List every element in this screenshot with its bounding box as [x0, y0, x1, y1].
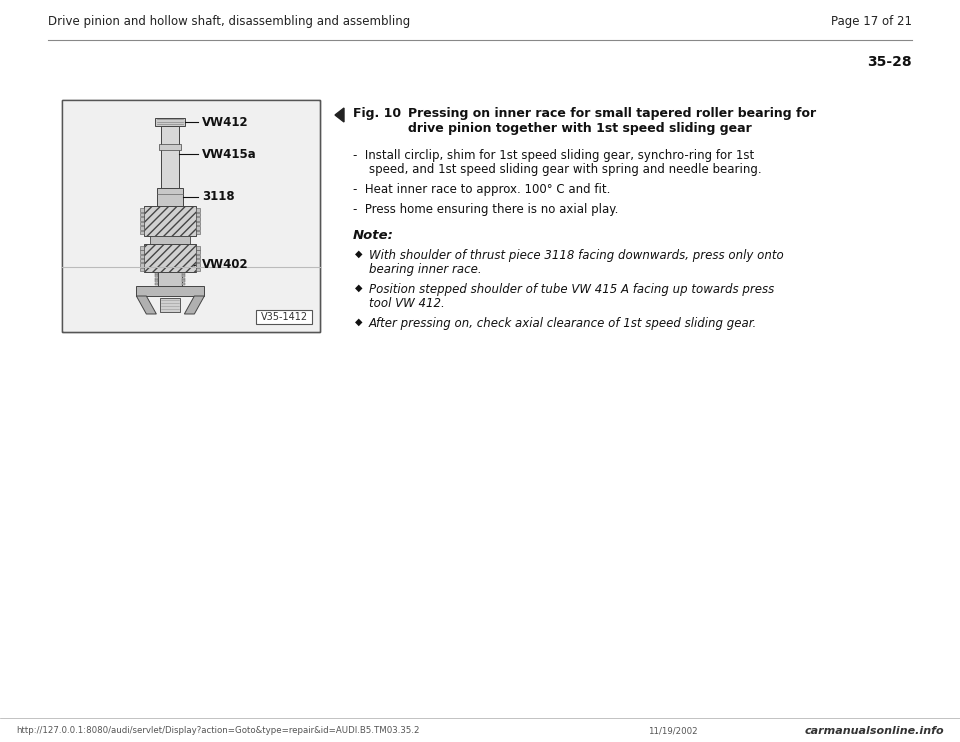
Text: V35-1412: V35-1412	[260, 312, 307, 322]
Bar	[197, 217, 201, 220]
Bar	[151, 236, 190, 244]
Bar	[182, 280, 185, 282]
Text: drive pinion together with 1st speed sliding gear: drive pinion together with 1st speed sli…	[408, 122, 752, 135]
Polygon shape	[335, 108, 344, 122]
Bar	[156, 280, 158, 282]
Bar	[140, 212, 144, 216]
Text: bearing inner race.: bearing inner race.	[369, 263, 482, 276]
Bar	[157, 188, 183, 206]
Text: VW412: VW412	[203, 116, 249, 128]
Bar	[158, 272, 182, 286]
Bar	[140, 250, 144, 254]
Bar	[140, 259, 144, 263]
Bar	[159, 144, 181, 150]
Bar	[140, 255, 144, 258]
Text: -  Heat inner race to approx. 100° C and fit.: - Heat inner race to approx. 100° C and …	[353, 183, 611, 196]
Text: Position stepped shoulder of tube VW 415 A facing up towards press: Position stepped shoulder of tube VW 415…	[369, 283, 775, 296]
Text: 11/19/2002: 11/19/2002	[648, 726, 698, 735]
Bar	[140, 222, 144, 225]
Bar	[156, 275, 158, 278]
Bar	[140, 231, 144, 234]
Text: http://127.0.0.1:8080/audi/servlet/Display?action=Goto&type=repair&id=AUDI.B5.TM: http://127.0.0.1:8080/audi/servlet/Displ…	[16, 726, 420, 735]
Bar	[197, 268, 201, 271]
Bar	[182, 283, 185, 285]
Text: 3118: 3118	[203, 191, 235, 203]
Text: Drive pinion and hollow shaft, disassembling and assembling: Drive pinion and hollow shaft, disassemb…	[48, 16, 410, 28]
Bar	[197, 255, 201, 258]
Bar	[156, 118, 185, 126]
Text: speed, and 1st speed sliding gear with spring and needle bearing.: speed, and 1st speed sliding gear with s…	[369, 163, 761, 176]
Text: VW402: VW402	[203, 257, 249, 271]
Text: -  Press home ensuring there is no axial play.: - Press home ensuring there is no axial …	[353, 203, 618, 216]
Bar	[62, 100, 320, 332]
Bar	[156, 273, 158, 275]
Bar	[156, 278, 158, 280]
Bar	[197, 246, 201, 249]
Bar	[197, 208, 201, 211]
Text: ◆: ◆	[355, 317, 363, 327]
Bar	[197, 226, 201, 229]
Bar	[156, 283, 158, 285]
Text: VW415a: VW415a	[203, 148, 257, 160]
Bar	[182, 278, 185, 280]
Bar	[144, 206, 197, 236]
Text: Note:: Note:	[353, 229, 394, 242]
Polygon shape	[136, 296, 156, 314]
Bar	[161, 126, 180, 188]
Bar	[62, 100, 320, 332]
Bar	[140, 217, 144, 220]
Bar	[182, 273, 185, 275]
Bar	[140, 246, 144, 249]
Bar	[197, 250, 201, 254]
Bar	[140, 268, 144, 271]
Bar	[256, 310, 312, 324]
Bar	[140, 208, 144, 211]
Text: -  Install circlip, shim for 1st speed sliding gear, synchro-ring for 1st: - Install circlip, shim for 1st speed sl…	[353, 149, 755, 162]
Bar	[197, 212, 201, 216]
Bar	[182, 275, 185, 278]
Polygon shape	[184, 296, 204, 314]
Text: Fig. 10: Fig. 10	[353, 107, 401, 120]
Bar	[144, 244, 197, 272]
Bar	[63, 101, 319, 331]
Bar	[197, 222, 201, 225]
Text: ◆: ◆	[355, 283, 363, 293]
Text: ◆: ◆	[355, 249, 363, 259]
Text: tool VW 412.: tool VW 412.	[369, 297, 444, 310]
Bar	[197, 263, 201, 266]
Bar	[140, 263, 144, 266]
Bar	[140, 226, 144, 229]
Text: carmanualsonline.info: carmanualsonline.info	[804, 726, 944, 736]
Bar	[160, 298, 180, 312]
Text: Page 17 of 21: Page 17 of 21	[831, 16, 912, 28]
Text: 35-28: 35-28	[868, 55, 912, 69]
Text: Pressing on inner race for small tapered roller bearing for: Pressing on inner race for small tapered…	[408, 107, 816, 120]
Bar	[197, 231, 201, 234]
Bar	[197, 259, 201, 263]
Text: After pressing on, check axial clearance of 1st speed sliding gear.: After pressing on, check axial clearance…	[369, 317, 757, 330]
Bar	[136, 286, 204, 296]
Text: With shoulder of thrust piece 3118 facing downwards, press only onto: With shoulder of thrust piece 3118 facin…	[369, 249, 783, 262]
